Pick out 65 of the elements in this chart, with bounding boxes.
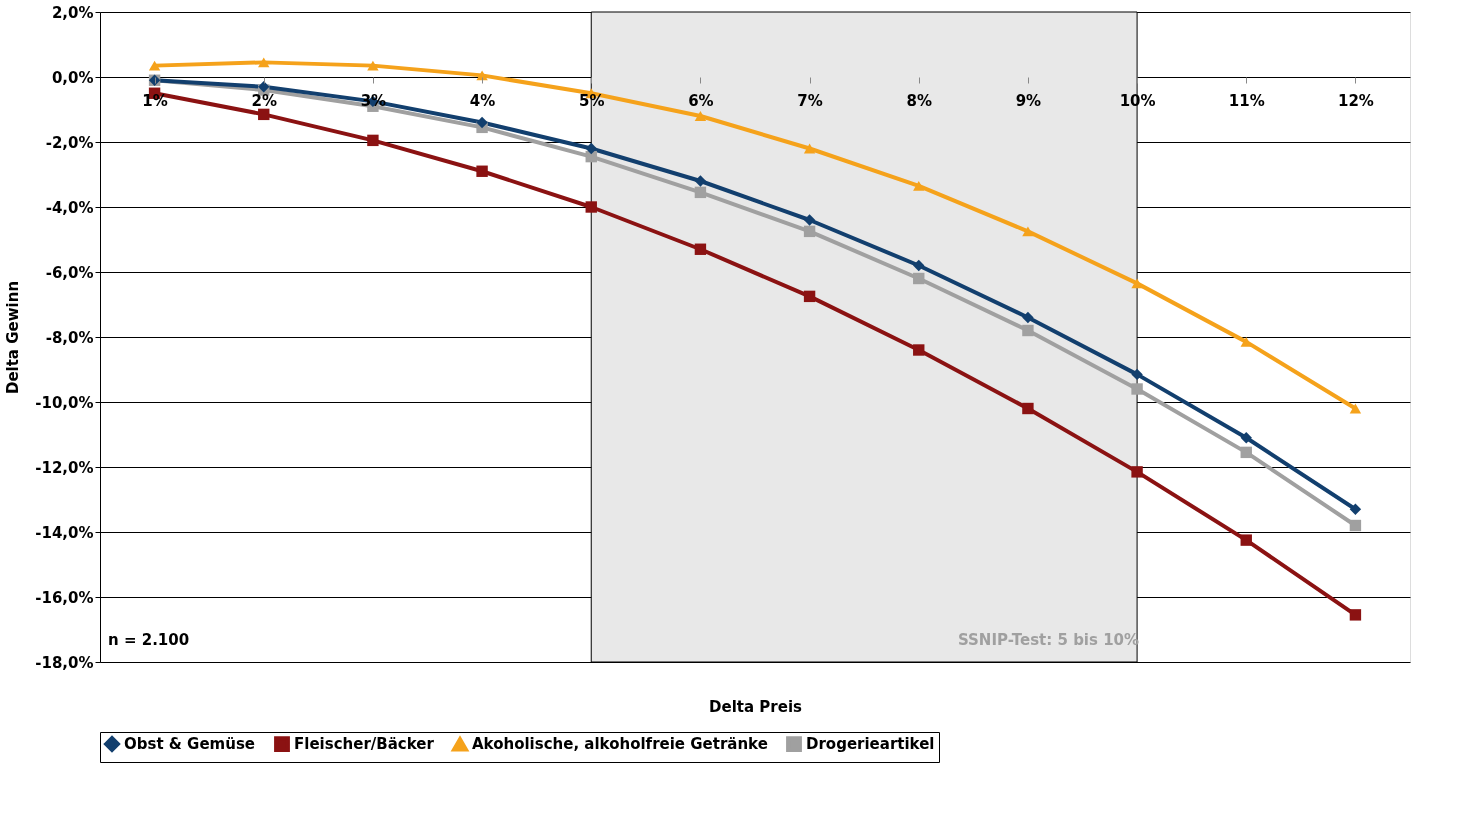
point — [367, 60, 379, 71]
point — [1131, 368, 1143, 381]
point — [803, 225, 816, 238]
x-tick-label: 4% — [469, 91, 496, 110]
point — [694, 111, 707, 121]
point — [803, 214, 816, 226]
y-tick-label: -6,0% — [45, 263, 94, 282]
point — [1349, 609, 1362, 621]
point — [913, 180, 925, 191]
y-tick-label: -12,0% — [35, 458, 94, 477]
point — [1022, 311, 1034, 324]
y-tick-label: -8,0% — [45, 328, 94, 347]
point — [1131, 278, 1143, 289]
x-tick-label: 12% — [1337, 91, 1374, 110]
point — [1349, 403, 1362, 414]
point — [1131, 383, 1143, 395]
point — [148, 60, 161, 71]
x-tick-label: 6% — [688, 91, 714, 110]
y-tick-label: -2,0% — [45, 133, 94, 152]
point — [1131, 466, 1143, 478]
legend-label: Fleischer/Bäcker — [294, 735, 435, 754]
x-tick-label: 2% — [251, 91, 277, 110]
y-tick-label: -10,0% — [35, 393, 94, 412]
x-tick-label: 1% — [142, 91, 168, 110]
y-tick-label: -18,0% — [35, 653, 94, 672]
point — [694, 243, 707, 255]
y-tick-label: -14,0% — [35, 523, 94, 542]
x-tick-label: 9% — [1015, 91, 1042, 110]
y-tick-label: 0,0% — [51, 68, 94, 87]
point — [258, 57, 270, 68]
point — [913, 259, 925, 272]
point — [694, 186, 707, 199]
y-axis-title: Delta Gewinn — [4, 280, 23, 395]
point — [1240, 534, 1252, 546]
y-tick-label: -16,0% — [35, 588, 94, 607]
point — [1349, 503, 1362, 515]
point — [367, 134, 379, 147]
point — [1022, 402, 1034, 415]
point — [1240, 432, 1252, 444]
legend-label: Drogerieartikel — [806, 735, 935, 754]
y-tick-label: 2,0% — [51, 3, 94, 22]
point — [913, 344, 925, 356]
point — [803, 143, 816, 154]
point — [585, 201, 597, 213]
point — [258, 108, 270, 121]
x-tick-label: 11% — [1228, 91, 1265, 110]
legend-label: Akoholische, alkoholfreie Getränke — [472, 735, 768, 754]
point — [585, 142, 597, 155]
point — [476, 116, 488, 129]
x-tick-label: 8% — [906, 91, 932, 110]
point — [476, 165, 488, 177]
point — [913, 272, 925, 285]
point — [1022, 324, 1034, 337]
point — [476, 70, 488, 81]
x-tick-label: 7% — [797, 91, 823, 110]
point — [1022, 226, 1034, 237]
x-axis-title: Delta Preis — [709, 697, 803, 716]
point — [1240, 446, 1252, 459]
annotation: n = 2.100 — [108, 631, 190, 649]
point — [803, 290, 816, 303]
y-tick-label: -4,0% — [45, 198, 94, 217]
point — [694, 175, 707, 187]
point — [1349, 519, 1362, 532]
legend-label: Obst & Gemüse — [124, 735, 256, 754]
point — [1240, 336, 1252, 347]
